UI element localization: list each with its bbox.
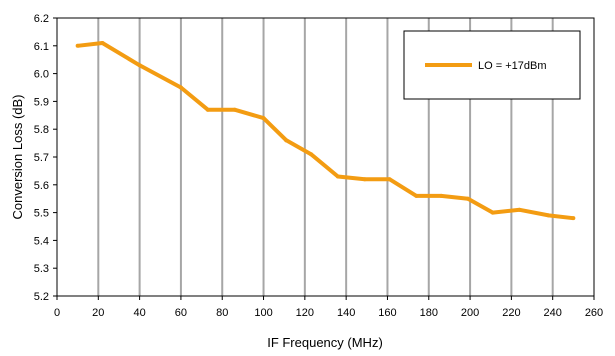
y-tick-label: 6.1: [34, 41, 49, 53]
x-tick-label: 240: [544, 307, 562, 319]
y-tick-label: 6.2: [34, 13, 49, 25]
data-point: [414, 193, 419, 198]
x-tick-label: 180: [420, 307, 438, 319]
y-tick-label: 5.7: [34, 152, 49, 164]
x-tick-label: 100: [254, 307, 272, 319]
data-point: [546, 213, 551, 218]
x-tick-label: 80: [216, 307, 228, 319]
data-point: [75, 43, 80, 48]
data-point: [439, 193, 444, 198]
x-tick-label: 160: [378, 307, 396, 319]
data-point: [335, 174, 340, 179]
x-tick-label: 120: [296, 307, 314, 319]
data-point: [100, 41, 105, 46]
y-tick-label: 5.4: [34, 235, 49, 247]
data-point: [466, 196, 471, 201]
x-tick-label: 140: [337, 307, 355, 319]
data-point: [517, 207, 522, 212]
y-tick-label: 5.8: [34, 124, 49, 136]
data-point: [232, 107, 237, 112]
data-point: [261, 116, 266, 121]
x-tick-label: 40: [133, 307, 145, 319]
x-tick-label: 60: [175, 307, 187, 319]
data-point: [362, 177, 367, 182]
x-axis-title: IF Frequency (MHz): [267, 335, 383, 350]
data-point: [490, 210, 495, 215]
y-tick-label: 5.3: [34, 263, 49, 275]
y-tick-label: 5.6: [34, 180, 49, 192]
y-tick-label: 5.2: [34, 291, 49, 303]
x-tick-label: 20: [92, 307, 104, 319]
data-point: [309, 152, 314, 157]
series-layer: [75, 41, 576, 221]
data-point: [571, 216, 576, 221]
data-point: [284, 138, 289, 143]
legend: LO = +17dBm: [403, 30, 581, 100]
plot-frame: [56, 17, 595, 297]
y-tick-label: 6.0: [34, 69, 49, 81]
x-tick-label: 0: [54, 307, 60, 319]
data-point: [387, 177, 392, 182]
x-tick-label: 200: [461, 307, 479, 319]
y-tick-label: 5.9: [34, 96, 49, 108]
legend-label: LO = +17dBm: [478, 60, 547, 72]
x-tick-label: 220: [502, 307, 520, 319]
data-point: [178, 85, 183, 90]
data-point: [137, 63, 142, 68]
x-tick-labels: 0 20 40 60 80 100 120 140 160 180 200 220 240 260: [54, 296, 603, 319]
y-tick-label: 5.5: [34, 208, 49, 220]
x-tick-label: 260: [585, 307, 603, 319]
data-point: [205, 107, 210, 112]
y-axis-title: Conversion Loss (dB): [10, 95, 25, 220]
y-tick-labels: 5.2 5.3 5.4 5.5 5.6 5.7 5.8 5.9 6.0 6.1 6.2: [34, 13, 57, 303]
